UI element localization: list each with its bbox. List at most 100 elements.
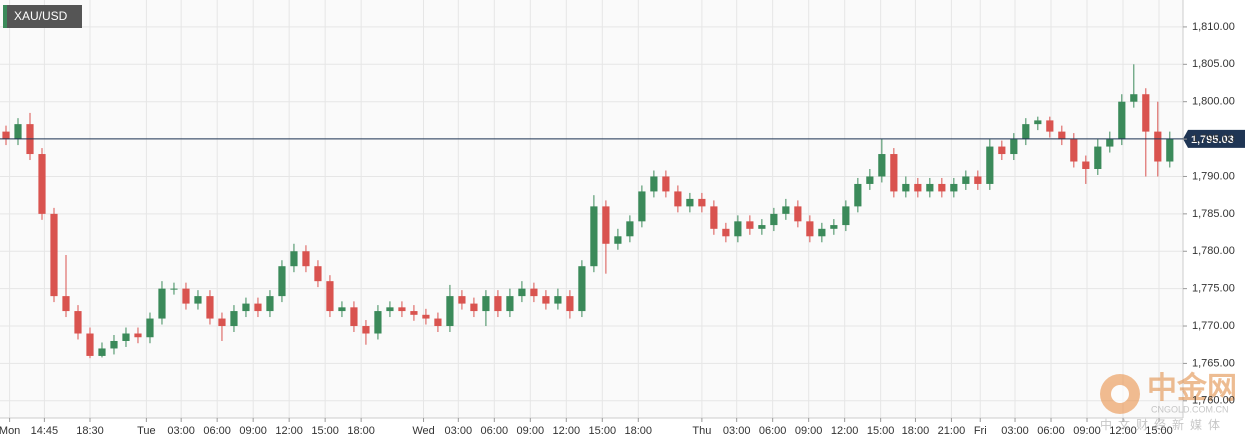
x-tick-label: 14:45 bbox=[31, 425, 59, 437]
x-tick-label: 09:00 bbox=[795, 425, 823, 437]
candle-body bbox=[134, 333, 142, 338]
candle-body bbox=[830, 225, 838, 229]
candle-body bbox=[986, 146, 994, 184]
candle-body bbox=[1082, 161, 1090, 169]
candle-body bbox=[962, 176, 970, 184]
candle-body bbox=[818, 228, 826, 237]
candles bbox=[2, 64, 1174, 359]
x-tick-label: 12:00 bbox=[1109, 425, 1137, 437]
candle-body bbox=[158, 288, 166, 319]
candle-body bbox=[770, 213, 778, 226]
candle-body bbox=[170, 288, 178, 290]
x-tick-label: Tue bbox=[137, 425, 156, 437]
x-tick-label: 18:00 bbox=[902, 425, 930, 437]
candle-body bbox=[278, 266, 286, 297]
candle-body bbox=[146, 318, 154, 338]
candle-body bbox=[626, 221, 634, 237]
candle-body bbox=[806, 221, 814, 237]
candle-body bbox=[662, 176, 670, 192]
y-tick-label: 1,790.00 bbox=[1192, 170, 1235, 182]
candle-body bbox=[1094, 146, 1102, 169]
candle-body bbox=[386, 307, 394, 312]
candle-body bbox=[590, 206, 598, 267]
x-tick-label: 06:00 bbox=[481, 425, 509, 437]
candle-body bbox=[446, 296, 454, 327]
candle-body bbox=[374, 311, 382, 334]
candle-body bbox=[890, 154, 898, 192]
candle-body bbox=[98, 348, 106, 356]
candle-body bbox=[950, 183, 958, 192]
candle-body bbox=[1166, 138, 1174, 162]
candle-body bbox=[206, 296, 214, 319]
x-tick-label: 09:00 bbox=[239, 425, 267, 437]
candle-body bbox=[542, 296, 550, 304]
x-tick-label: 21:00 bbox=[938, 425, 966, 437]
x-tick-label: 06:00 bbox=[1037, 425, 1065, 437]
y-tick-label: 1,775.00 bbox=[1192, 283, 1235, 295]
x-tick-label: 09:00 bbox=[517, 425, 545, 437]
candle-body bbox=[218, 318, 226, 327]
y-tick-label: 1,800.00 bbox=[1192, 96, 1235, 108]
x-tick-label: 12:00 bbox=[553, 425, 581, 437]
y-tick-label: 1,795.00 bbox=[1192, 133, 1235, 145]
x-tick-label: 03:00 bbox=[445, 425, 473, 437]
x-tick-label: 03:00 bbox=[1001, 425, 1029, 437]
y-tick-label: 1,810.00 bbox=[1192, 21, 1235, 33]
candle-body bbox=[422, 314, 430, 319]
candle-body bbox=[518, 288, 526, 297]
candle-body bbox=[62, 296, 70, 312]
watermark-tagline: 中文财经新媒体 bbox=[1100, 417, 1226, 432]
candle-body bbox=[110, 340, 118, 349]
candle-body bbox=[998, 146, 1006, 155]
candle-body bbox=[122, 333, 130, 341]
x-tick-label: 03:00 bbox=[167, 425, 195, 437]
candle-body bbox=[1058, 131, 1066, 140]
candle-body bbox=[410, 311, 418, 315]
candle-body bbox=[1106, 139, 1114, 147]
candle-body bbox=[1118, 101, 1126, 140]
x-tick-label: 09:00 bbox=[1073, 425, 1101, 437]
candle-body bbox=[290, 251, 298, 267]
candle-body bbox=[242, 303, 250, 312]
watermark-brand: 中金网 bbox=[1147, 371, 1237, 405]
candle-body bbox=[74, 311, 82, 334]
candle-body bbox=[566, 296, 574, 312]
y-tick-label: 1,785.00 bbox=[1192, 208, 1235, 220]
y-tick-label: 1,805.00 bbox=[1192, 58, 1235, 70]
candle-body bbox=[14, 124, 22, 140]
candle-body bbox=[1130, 94, 1138, 102]
candle-body bbox=[638, 191, 646, 222]
candle-body bbox=[530, 288, 538, 297]
candle-body bbox=[506, 296, 514, 312]
symbol-box bbox=[3, 5, 82, 28]
x-tick-label: 15:00 bbox=[867, 425, 895, 437]
candle-body bbox=[878, 154, 886, 177]
candle-body bbox=[794, 206, 802, 222]
candle-body bbox=[182, 288, 190, 304]
candle-body bbox=[866, 176, 874, 184]
candle-body bbox=[482, 296, 490, 312]
candle-body bbox=[458, 296, 466, 304]
x-tick-label: 18:00 bbox=[625, 425, 653, 437]
candle-body bbox=[614, 236, 622, 244]
x-tick-label: 18:00 bbox=[347, 425, 375, 437]
candle-body bbox=[50, 213, 58, 297]
current-price-label: 1,795.03 bbox=[1191, 134, 1234, 146]
candle-body bbox=[578, 266, 586, 312]
candle-body bbox=[434, 318, 442, 327]
candle-body bbox=[926, 183, 934, 192]
candle-body bbox=[1070, 139, 1078, 162]
candle-body bbox=[686, 198, 694, 207]
candle-body bbox=[230, 311, 238, 327]
candle-body bbox=[86, 333, 94, 356]
candle-body bbox=[362, 326, 370, 334]
x-tick-label: 12:00 bbox=[831, 425, 859, 437]
y-tick-label: 1,760.00 bbox=[1192, 395, 1235, 407]
candle-body bbox=[1154, 131, 1162, 162]
candle-body bbox=[710, 206, 718, 229]
y-tick-label: 1,765.00 bbox=[1192, 357, 1235, 369]
candle-body bbox=[494, 296, 502, 312]
candle-body bbox=[2, 131, 10, 140]
x-tick-label: 12:00 bbox=[275, 425, 303, 437]
